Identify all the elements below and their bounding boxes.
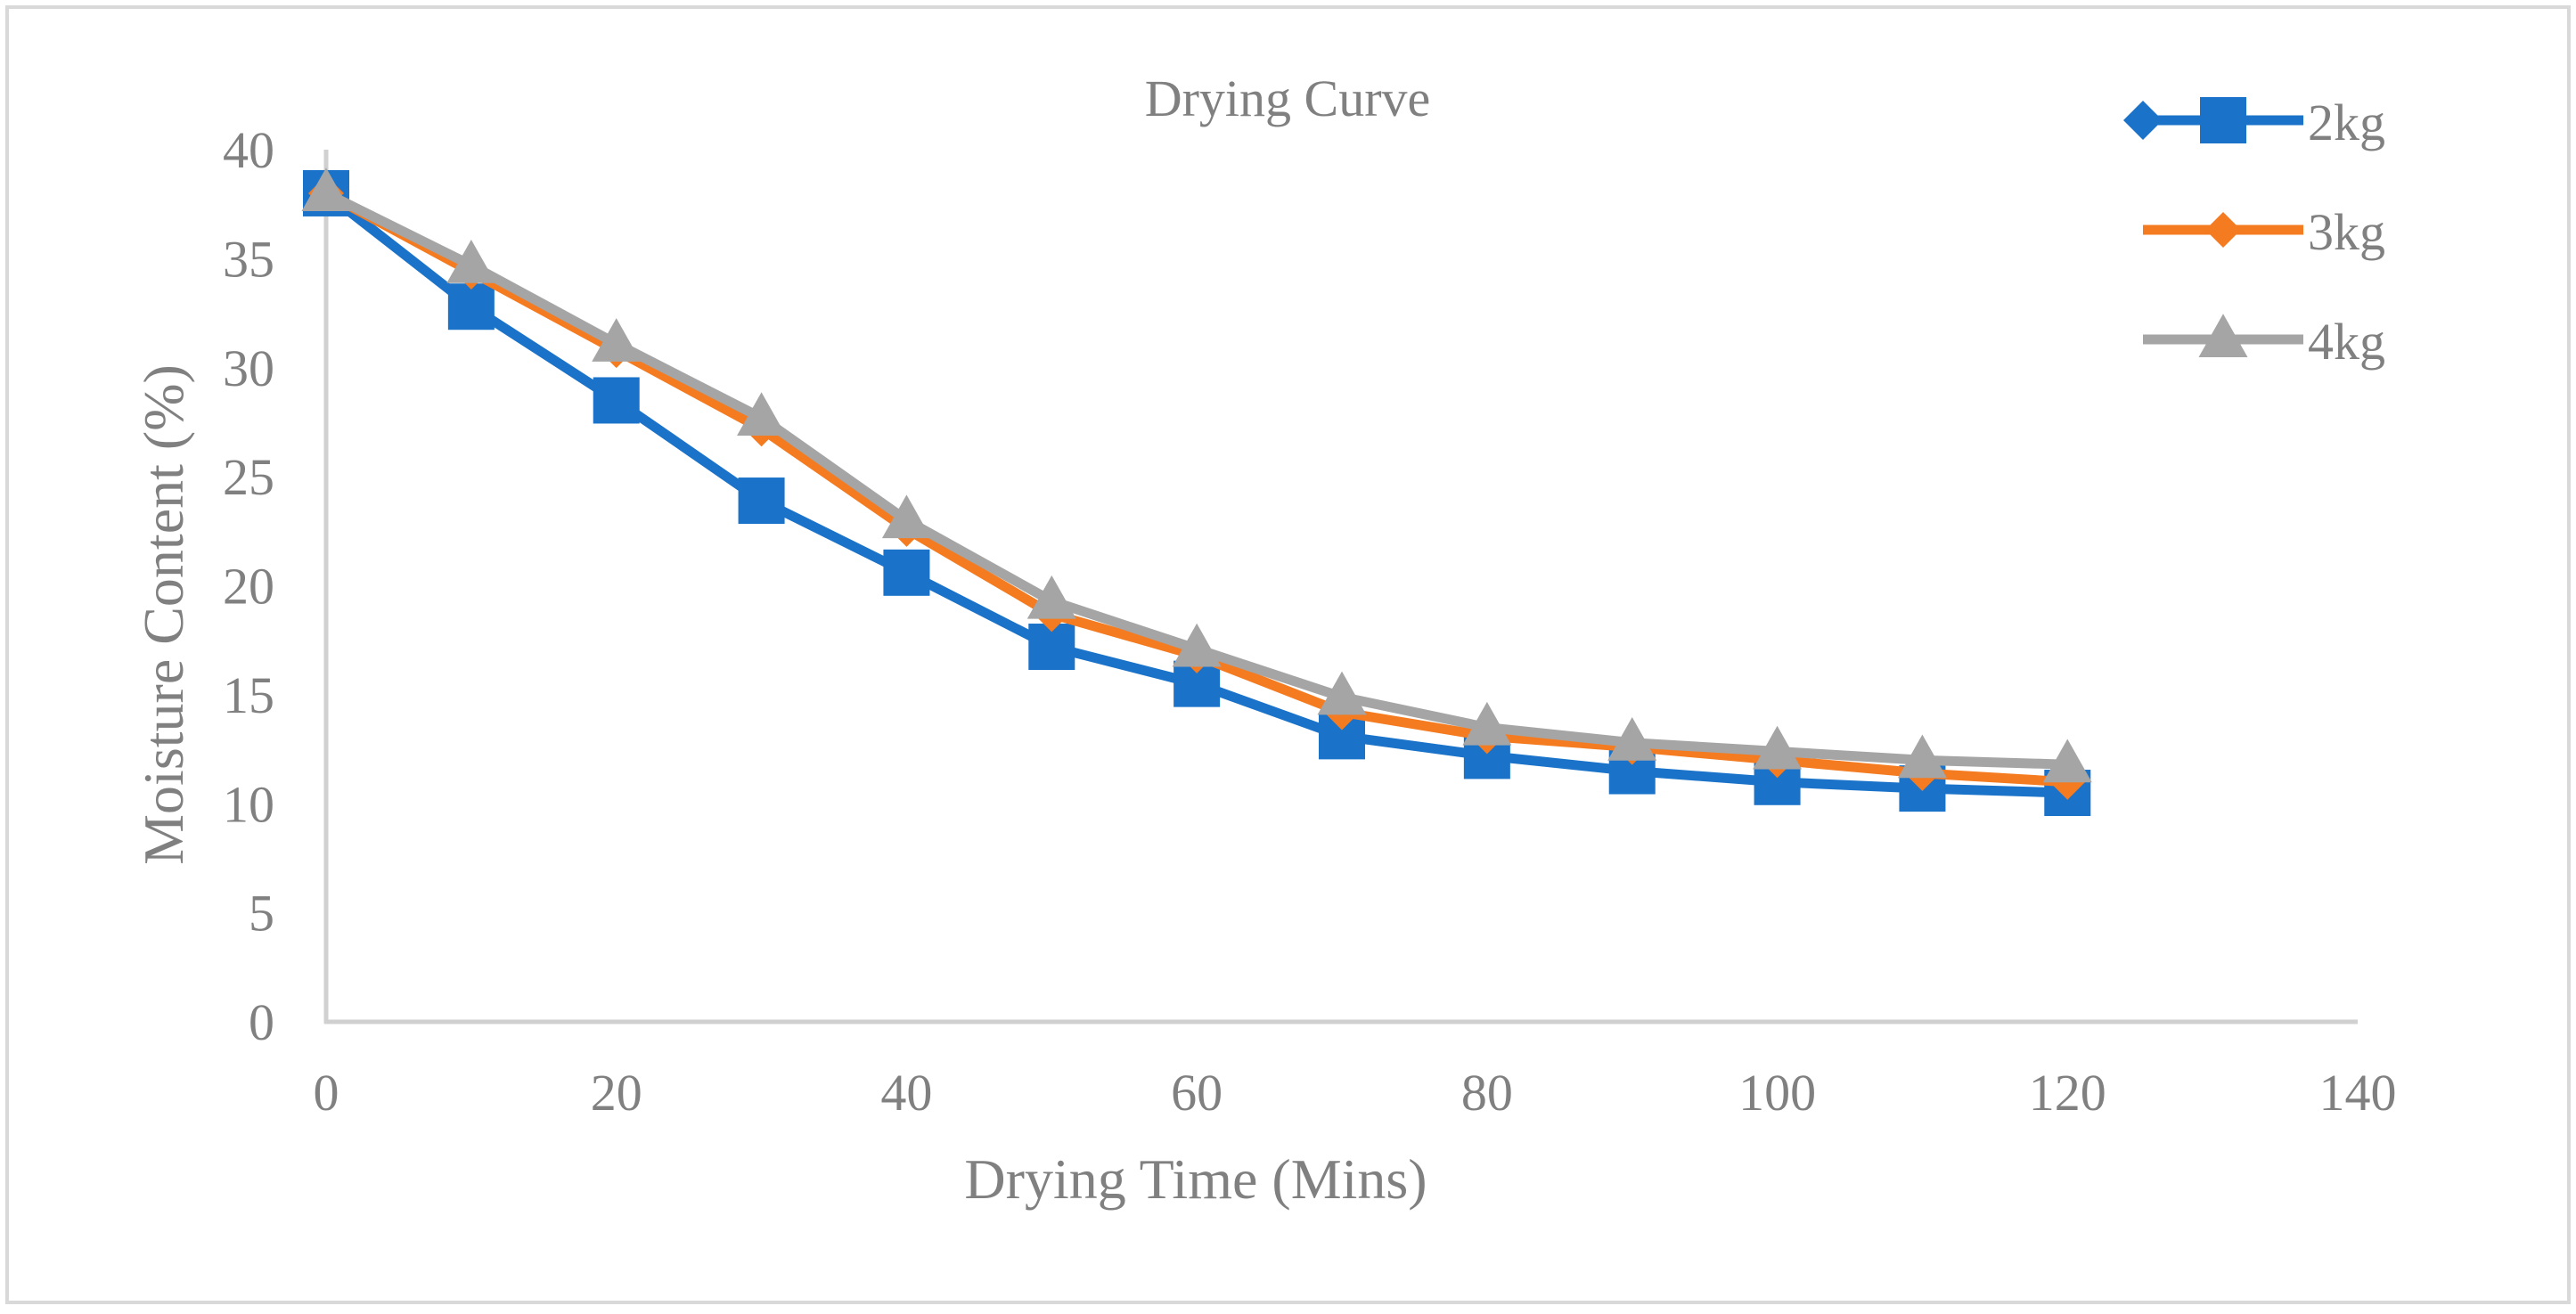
series-4kg	[301, 167, 2092, 783]
legend-entry-3kg: 3kg	[2143, 203, 2385, 261]
chart-frame	[5, 5, 2571, 1304]
legend-label-3kg: 3kg	[2308, 203, 2385, 261]
data-point-2kg	[447, 283, 495, 331]
x-tick-label: 40	[880, 1064, 932, 1122]
data-point-4kg	[737, 392, 787, 437]
y-tick-label: 5	[249, 885, 274, 943]
y-tick-label: 0	[249, 993, 274, 1051]
x-tick-label: 60	[1171, 1064, 1223, 1122]
y-axis: 0 5 10 15 20 25 30 35 40	[223, 121, 329, 1051]
data-point-4kg	[881, 494, 931, 539]
legend-marker-4kg	[2198, 314, 2248, 357]
data-point-4kg	[1317, 671, 1367, 715]
data-point-4kg	[2042, 739, 2092, 783]
data-point-4kg	[446, 239, 496, 283]
data-point-4kg	[1897, 734, 1947, 779]
x-tick-label: 80	[1461, 1064, 1513, 1122]
chart-title: Drying Curve	[1145, 69, 1431, 127]
y-tick-label: 40	[223, 121, 274, 179]
legend-marker-diamond-2kg	[2123, 101, 2163, 140]
data-point-4kg	[1172, 623, 1222, 667]
x-tick-label: 20	[591, 1064, 642, 1122]
data-point-2kg	[738, 477, 785, 525]
legend-entry-2kg: 2kg	[2123, 94, 2385, 151]
data-point-4kg	[1607, 716, 1657, 761]
legend-label-2kg: 2kg	[2308, 94, 2385, 151]
legend-marker-square-2kg	[2200, 97, 2246, 143]
x-tick-label: 100	[1738, 1064, 1816, 1122]
legend-label-4kg: 4kg	[2308, 313, 2385, 371]
legend-marker-3kg	[2205, 212, 2241, 248]
x-tick-label: 0	[314, 1064, 339, 1122]
x-tick-label: 140	[2319, 1064, 2397, 1122]
y-axis-label: Moisture Content (%)	[132, 364, 195, 865]
legend: 2kg 3kg 4kg	[2123, 94, 2385, 371]
y-tick-label: 15	[223, 666, 274, 724]
data-point-4kg	[1026, 575, 1076, 619]
x-tick-label: 120	[2029, 1064, 2106, 1122]
y-tick-label: 25	[223, 448, 274, 506]
data-point-2kg	[883, 549, 930, 596]
data-point-2kg	[593, 377, 640, 424]
data-point-4kg	[1462, 701, 1512, 746]
y-tick-label: 10	[223, 775, 274, 833]
data-point-4kg	[1753, 725, 1803, 770]
x-axis-label: Drying Time (Mins)	[964, 1147, 1427, 1211]
legend-entry-4kg: 4kg	[2143, 313, 2385, 371]
series-layer	[301, 167, 2092, 817]
y-tick-label: 20	[223, 558, 274, 616]
y-tick-label: 30	[223, 339, 274, 397]
y-tick-label: 35	[223, 230, 274, 288]
data-point-4kg	[592, 318, 642, 362]
data-point-4kg	[301, 167, 351, 211]
x-axis: 0 20 40 60 80 100 120 140	[314, 1019, 2397, 1122]
